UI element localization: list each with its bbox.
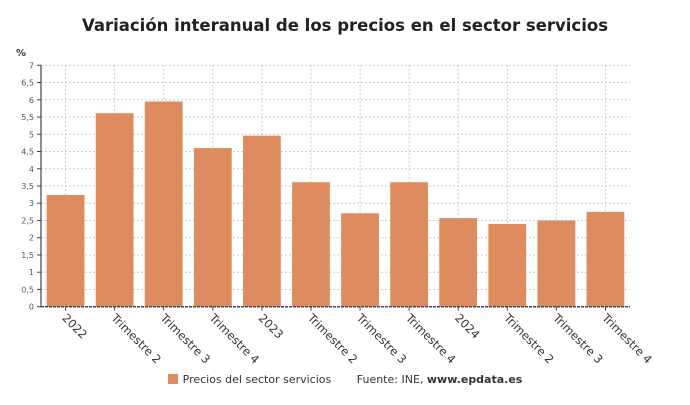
bar xyxy=(193,148,232,307)
x-tick-label: Trimestre 2 xyxy=(304,310,360,366)
y-tick-label: 6 xyxy=(29,96,34,105)
x-tick-label: Trimestre 3 xyxy=(550,310,606,366)
x-tick-label: 2022 xyxy=(59,311,90,342)
x-tick-label: Trimestre 2 xyxy=(500,310,556,366)
source-link[interactable]: www.epdata.es xyxy=(426,373,523,386)
source-label: Fuente: INE, xyxy=(356,373,427,386)
bar xyxy=(46,194,85,307)
y-tick-label: 6,5 xyxy=(21,79,34,88)
y-tick-label: 0 xyxy=(29,303,34,312)
legend: Precios del sector servicios Fuente: INE… xyxy=(0,373,690,386)
y-axis-unit: % xyxy=(16,48,27,59)
x-tick-label: Trimestre 2 xyxy=(108,310,164,366)
bar xyxy=(292,182,330,307)
chart-title: Variación interanual de los precios en e… xyxy=(81,16,609,35)
y-tick-label: 1 xyxy=(29,268,34,277)
bar xyxy=(390,182,429,307)
y-tick-label: 4,5 xyxy=(21,148,34,157)
x-tick-label: Trimestre 3 xyxy=(157,310,213,366)
bar xyxy=(439,218,478,307)
y-tick-label: 7 xyxy=(29,61,34,70)
x-tick-label: Trimestre 3 xyxy=(353,310,409,366)
bar xyxy=(341,213,379,307)
bar xyxy=(95,113,134,307)
bar xyxy=(586,211,625,307)
legend-swatch xyxy=(167,374,178,384)
x-tick-label: Trimestre 4 xyxy=(206,310,262,366)
y-tick-label: 3,5 xyxy=(21,182,34,191)
bar xyxy=(144,101,183,307)
y-tick-label: 2 xyxy=(29,234,34,243)
bar xyxy=(488,223,527,307)
x-tick-label: 2023 xyxy=(256,311,287,342)
y-tick-label: 1,5 xyxy=(21,251,34,260)
y-tick-label: 3 xyxy=(29,199,34,208)
x-tick-label: Trimestre 4 xyxy=(599,310,655,366)
legend-label: Precios del sector servicios xyxy=(182,373,332,386)
x-tick-label: Trimestre 4 xyxy=(402,310,458,366)
bar xyxy=(242,135,281,307)
y-tick-label: 4 xyxy=(29,165,34,174)
y-tick-label: 2,5 xyxy=(21,216,34,225)
x-tick-label: 2024 xyxy=(452,311,483,342)
y-tick-label: 5,5 xyxy=(21,113,34,122)
source: Fuente: INE, www.epdata.es xyxy=(357,373,523,386)
y-tick-label: 0,5 xyxy=(21,285,34,294)
y-tick-label: 5 xyxy=(29,130,34,139)
bar xyxy=(537,220,576,307)
